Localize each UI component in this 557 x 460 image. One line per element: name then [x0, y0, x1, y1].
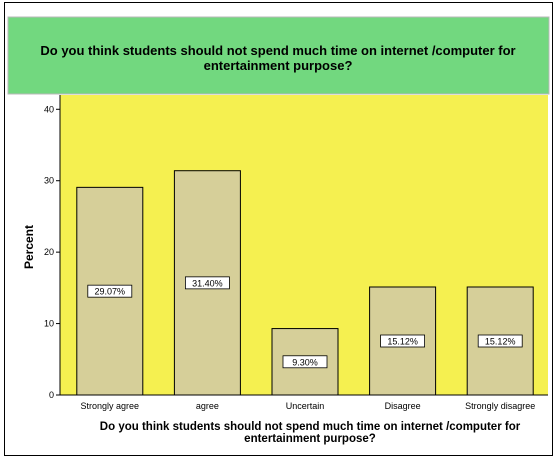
x-tick-label: agree — [196, 401, 219, 411]
data-label-box — [380, 334, 426, 348]
x-tick-label: Disagree — [385, 401, 421, 411]
data-label-box — [87, 284, 133, 298]
y-tick-label: 40 — [44, 104, 54, 114]
title-band — [7, 16, 550, 95]
y-tick-label: 10 — [44, 319, 54, 329]
y-tick-label: 20 — [44, 247, 54, 257]
chart-title-line-2: entertainment purpose? — [204, 58, 353, 73]
y-tick-label: 0 — [49, 390, 54, 400]
y-ticks: 0 10 20 30 40 — [44, 104, 60, 400]
x-axis-label-line-1: Do you think students should not spend m… — [100, 421, 521, 433]
data-label: 29.07% — [95, 287, 126, 297]
data-label: 15.12% — [387, 337, 418, 347]
y-axis-label: Percent — [22, 225, 36, 269]
y-tick-label: 30 — [44, 176, 54, 186]
x-tick-label: Strongly agree — [81, 401, 140, 411]
x-tick-label: Strongly disagree — [465, 401, 535, 411]
data-label: 15.12% — [485, 337, 516, 347]
bars: Strongly agree 29.07% agree 31.40% Uncertain… — [76, 170, 535, 411]
data-label-box — [282, 355, 328, 369]
x-tick-label: Uncertain — [286, 401, 325, 411]
chart-title-line-1: Do you think students should not spend m… — [40, 43, 515, 58]
chart-frame: Do you think students should not spend m… — [4, 2, 553, 456]
data-label-box — [477, 334, 523, 348]
data-label-box — [184, 276, 230, 290]
x-axis-label-line-2: entertainment purpose? — [244, 433, 376, 445]
data-label: 9.30% — [292, 357, 318, 367]
data-label: 31.40% — [192, 278, 223, 288]
bar-chart: Do you think students should not spend m… — [7, 16, 550, 445]
